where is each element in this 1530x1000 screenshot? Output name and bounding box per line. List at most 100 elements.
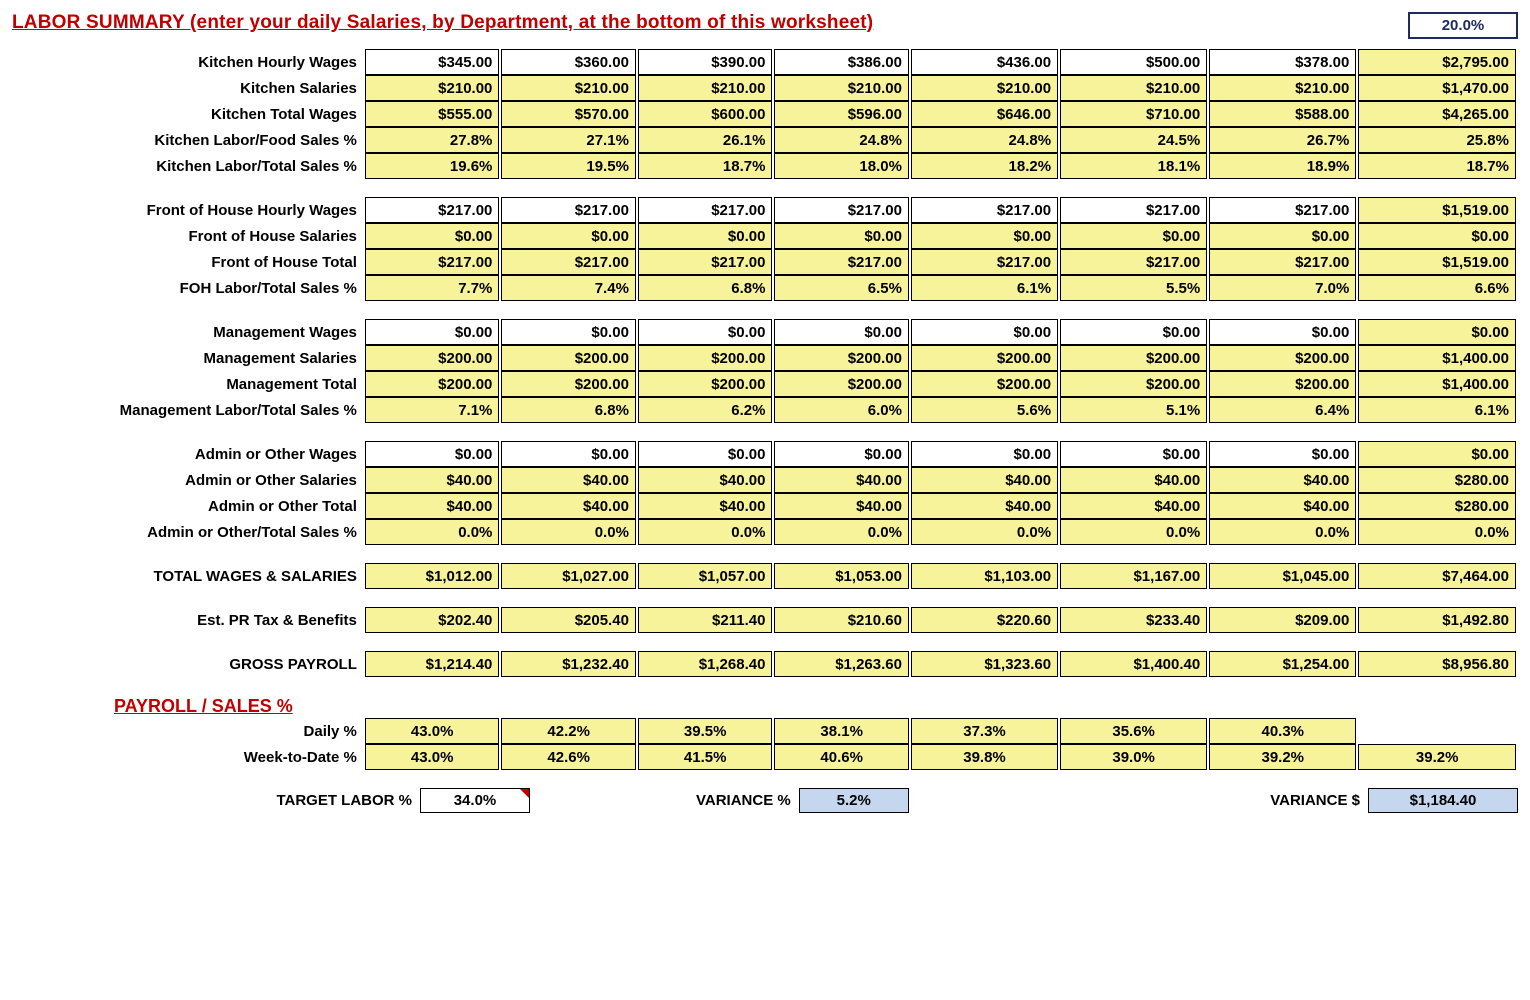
data-cell[interactable]: 40.6% <box>774 744 909 770</box>
data-cell[interactable]: $0.00 <box>365 223 500 249</box>
data-cell[interactable]: $220.60 <box>911 607 1058 633</box>
data-cell[interactable]: $1,027.00 <box>501 563 636 589</box>
data-cell[interactable]: $210.00 <box>1209 75 1356 101</box>
data-cell[interactable]: 0.0% <box>638 519 773 545</box>
data-cell[interactable]: $200.00 <box>1060 345 1207 371</box>
data-cell[interactable]: $200.00 <box>1209 345 1356 371</box>
data-cell[interactable]: $0.00 <box>911 441 1058 467</box>
data-cell[interactable]: $210.00 <box>1060 75 1207 101</box>
data-cell[interactable]: $436.00 <box>911 49 1058 75</box>
data-cell[interactable]: $0.00 <box>911 319 1058 345</box>
data-cell[interactable]: $0.00 <box>365 441 500 467</box>
data-cell[interactable]: $1,232.40 <box>501 651 636 677</box>
data-cell[interactable]: $0.00 <box>501 319 636 345</box>
data-cell[interactable]: 42.6% <box>501 744 636 770</box>
data-cell[interactable]: $390.00 <box>638 49 773 75</box>
data-cell[interactable]: $210.00 <box>774 75 909 101</box>
data-cell[interactable]: $217.00 <box>638 197 773 223</box>
data-cell[interactable]: $40.00 <box>638 493 773 519</box>
data-cell[interactable]: $1,268.40 <box>638 651 773 677</box>
data-cell[interactable]: $217.00 <box>1060 197 1207 223</box>
data-cell[interactable]: $0.00 <box>774 223 909 249</box>
data-cell[interactable]: 27.1% <box>501 127 636 153</box>
data-cell[interactable]: $596.00 <box>774 101 909 127</box>
data-cell[interactable]: $217.00 <box>501 249 636 275</box>
data-cell[interactable]: $345.00 <box>365 49 500 75</box>
data-cell[interactable]: $217.00 <box>911 197 1058 223</box>
data-cell[interactable]: 24.8% <box>774 127 909 153</box>
data-cell[interactable]: $200.00 <box>911 371 1058 397</box>
data-cell[interactable]: 39.5% <box>638 718 773 744</box>
data-cell[interactable]: $210.60 <box>774 607 909 633</box>
data-cell[interactable]: $0.00 <box>501 223 636 249</box>
data-cell[interactable]: $217.00 <box>638 249 773 275</box>
data-cell[interactable]: 41.5% <box>638 744 773 770</box>
data-cell[interactable]: $40.00 <box>365 467 500 493</box>
data-cell[interactable]: $40.00 <box>365 493 500 519</box>
data-cell[interactable]: $386.00 <box>774 49 909 75</box>
data-cell[interactable]: 38.1% <box>774 718 909 744</box>
data-cell[interactable]: $1,263.60 <box>774 651 909 677</box>
data-cell[interactable]: 26.1% <box>638 127 773 153</box>
data-cell[interactable]: 43.0% <box>365 744 500 770</box>
data-cell[interactable]: $210.00 <box>501 75 636 101</box>
data-cell[interactable]: $217.00 <box>1060 249 1207 275</box>
data-cell[interactable]: 40.3% <box>1209 718 1356 744</box>
data-cell[interactable]: $233.40 <box>1060 607 1207 633</box>
data-cell[interactable]: 0.0% <box>774 519 909 545</box>
data-cell[interactable]: $1,323.60 <box>911 651 1058 677</box>
data-cell[interactable]: $217.00 <box>1209 249 1356 275</box>
data-cell[interactable]: $217.00 <box>1209 197 1356 223</box>
data-cell[interactable]: $40.00 <box>1209 493 1356 519</box>
data-cell[interactable]: $210.00 <box>638 75 773 101</box>
data-cell[interactable]: 24.8% <box>911 127 1058 153</box>
data-cell[interactable]: $0.00 <box>638 223 773 249</box>
data-cell[interactable]: $0.00 <box>1060 223 1207 249</box>
target-labor-value[interactable]: 34.0% <box>420 788 530 813</box>
data-cell[interactable]: $0.00 <box>774 441 909 467</box>
data-cell[interactable]: $40.00 <box>501 493 636 519</box>
data-cell[interactable]: 7.1% <box>365 397 500 423</box>
data-cell[interactable]: $0.00 <box>638 441 773 467</box>
data-cell[interactable]: $646.00 <box>911 101 1058 127</box>
data-cell[interactable]: $211.40 <box>638 607 773 633</box>
data-cell[interactable]: $200.00 <box>365 345 500 371</box>
data-cell[interactable]: $1,214.40 <box>365 651 500 677</box>
data-cell[interactable]: $1,045.00 <box>1209 563 1356 589</box>
data-cell[interactable]: $210.00 <box>365 75 500 101</box>
data-cell[interactable]: 39.8% <box>911 744 1058 770</box>
data-cell[interactable]: 6.0% <box>774 397 909 423</box>
data-cell[interactable]: 0.0% <box>1209 519 1356 545</box>
data-cell[interactable]: 7.4% <box>501 275 636 301</box>
data-cell[interactable]: 5.5% <box>1060 275 1207 301</box>
data-cell[interactable]: $205.40 <box>501 607 636 633</box>
data-cell[interactable]: $217.00 <box>774 197 909 223</box>
data-cell[interactable]: 7.7% <box>365 275 500 301</box>
data-cell[interactable]: 35.6% <box>1060 718 1207 744</box>
data-cell[interactable]: 0.0% <box>501 519 636 545</box>
data-cell[interactable]: 19.6% <box>365 153 500 179</box>
data-cell[interactable]: 24.5% <box>1060 127 1207 153</box>
data-cell[interactable]: $710.00 <box>1060 101 1207 127</box>
data-cell[interactable]: $588.00 <box>1209 101 1356 127</box>
data-cell[interactable]: $0.00 <box>365 319 500 345</box>
data-cell[interactable]: $0.00 <box>501 441 636 467</box>
data-cell[interactable]: 0.0% <box>1060 519 1207 545</box>
data-cell[interactable]: $1,012.00 <box>365 563 500 589</box>
data-cell[interactable]: 0.0% <box>365 519 500 545</box>
data-cell[interactable]: 43.0% <box>365 718 500 744</box>
data-cell[interactable]: $600.00 <box>638 101 773 127</box>
data-cell[interactable]: $217.00 <box>365 249 500 275</box>
data-cell[interactable]: 18.7% <box>638 153 773 179</box>
data-cell[interactable]: 6.8% <box>638 275 773 301</box>
data-cell[interactable]: $217.00 <box>911 249 1058 275</box>
data-cell[interactable]: 18.2% <box>911 153 1058 179</box>
data-cell[interactable]: $1,057.00 <box>638 563 773 589</box>
data-cell[interactable]: $0.00 <box>774 319 909 345</box>
data-cell[interactable]: 0.0% <box>911 519 1058 545</box>
data-cell[interactable]: 6.5% <box>774 275 909 301</box>
data-cell[interactable]: $0.00 <box>1060 441 1207 467</box>
data-cell[interactable]: $1,053.00 <box>774 563 909 589</box>
data-cell[interactable]: 5.6% <box>911 397 1058 423</box>
data-cell[interactable]: $570.00 <box>501 101 636 127</box>
